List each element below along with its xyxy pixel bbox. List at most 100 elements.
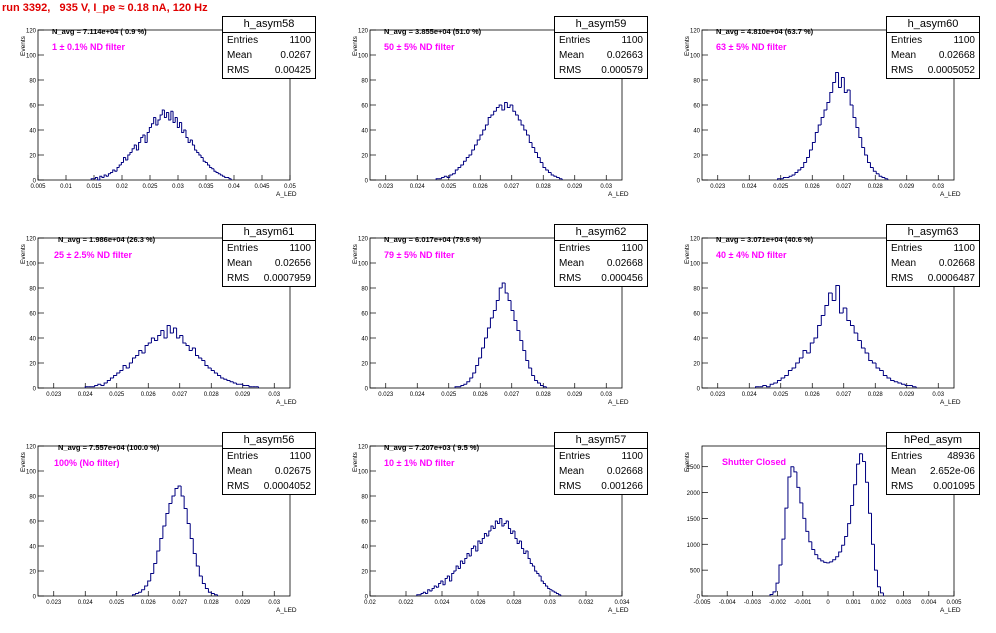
y-axis-label: Events xyxy=(684,36,691,56)
histogram-bin xyxy=(153,563,157,574)
histogram-bin xyxy=(797,169,801,173)
histogram-panel-h_asym59: 0 20 40 60 80 100 120 0.023 0.024 0.025 0.026 0.027… xyxy=(332,10,664,217)
stats-value-rms: 0.0007959 xyxy=(263,273,311,284)
histogram-bin xyxy=(540,576,544,582)
stats-row-entries: Entries 1100 xyxy=(223,449,315,464)
histogram-bin xyxy=(553,175,557,177)
filter-label: 40 ± 4% ND filter xyxy=(716,250,787,260)
histogram-bin xyxy=(460,164,464,168)
stats-label-mean: Mean xyxy=(891,466,917,477)
histogram-plot: 0 20 40 60 80 100 120 0.023 0.024 0.025 0.026 0.027… xyxy=(358,237,623,398)
histogram-bin xyxy=(138,142,141,150)
filter-label: Shutter Closed xyxy=(722,457,787,467)
y-tick-label: 100 xyxy=(690,54,701,60)
histogram-bin xyxy=(838,72,842,88)
histogram-bin xyxy=(755,386,760,388)
filter-label: 79 ± 5% ND filter xyxy=(384,250,455,260)
x-tick-label: 0.02 xyxy=(364,600,376,606)
histogram-bin xyxy=(849,320,855,326)
histogram-bin xyxy=(813,337,818,343)
stats-value-entries: 1100 xyxy=(621,451,643,462)
stats-value-mean: 0.02663 xyxy=(606,50,643,61)
y-tick-label: 60 xyxy=(693,312,700,318)
histogram-bin xyxy=(817,554,821,560)
histogram-bin xyxy=(545,583,548,587)
histogram-bin xyxy=(187,137,191,143)
histogram-bin xyxy=(501,518,505,527)
y-tick-label: 100 xyxy=(690,262,701,268)
histogram-name: h_asym63 xyxy=(887,225,979,241)
y-tick-label: 120 xyxy=(690,237,701,243)
histogram-bin xyxy=(805,518,809,532)
histogram-bin xyxy=(217,172,221,175)
histogram-bin xyxy=(176,117,180,128)
stats-value-rms: 0.000456 xyxy=(601,273,643,284)
histogram-bin xyxy=(189,139,193,143)
stats-row-mean: Mean 0.0267 xyxy=(223,48,315,63)
histogram-bin xyxy=(201,576,206,584)
histogram-bin xyxy=(853,484,857,506)
x-tick-label: 0.027 xyxy=(504,184,520,190)
histogram-panel-h_asym56: 0 20 40 60 80 100 120 0.023 0.024 0.025 0.026 0.027… xyxy=(0,426,332,633)
stats-row-rms: RMS 0.00425 xyxy=(223,63,315,78)
histogram-bin xyxy=(135,145,139,151)
histogram-bin xyxy=(169,325,174,334)
x-tick-label: 0.03 xyxy=(932,392,944,398)
histogram-bin xyxy=(519,330,523,341)
histogram-bin xyxy=(826,562,830,564)
histogram-bin xyxy=(850,504,854,524)
x-tick-label: 0.022 xyxy=(398,600,414,606)
histogram-bin xyxy=(248,385,253,388)
x-tick-label: 0.024 xyxy=(78,392,94,398)
x-tick-label: 0.024 xyxy=(742,184,758,190)
y-tick-label: 0 xyxy=(365,387,369,393)
histogram-bin xyxy=(232,381,237,384)
y-axis-label: Events xyxy=(20,452,27,472)
histogram-bin xyxy=(142,134,146,138)
n-avg-label: N_avg = 7.207e+03 ( 9.5 %) xyxy=(384,443,480,452)
histogram-bin xyxy=(101,176,105,178)
stats-value-entries: 1100 xyxy=(953,243,975,254)
histogram-bin xyxy=(534,147,538,153)
histogram-bin xyxy=(493,110,497,115)
histogram-bin xyxy=(160,330,164,336)
x-tick-label: 0.03 xyxy=(600,184,612,190)
stats-value-rms: 0.0005052 xyxy=(927,65,975,76)
histogram-bin xyxy=(799,487,803,504)
histogram-bin xyxy=(791,174,796,177)
histogram-plot: 0 20 40 60 80 100 120 0.023 0.024 0.025 0.026 0.027… xyxy=(690,237,955,398)
histogram-bin xyxy=(545,167,549,171)
filter-label: 25 ± 2.5% ND filter xyxy=(54,250,132,260)
histogram-bin xyxy=(841,544,845,553)
y-tick-label: 40 xyxy=(361,129,368,135)
histogram-bin xyxy=(542,162,546,168)
x-tick-label: 0.028 xyxy=(204,392,220,398)
histogram-bin xyxy=(435,586,439,588)
histogram-bin xyxy=(492,526,496,529)
histogram-plot: 0 20 40 60 80 100 120 0.023 0.024 0.025 0.026 0.027… xyxy=(26,237,291,398)
stats-label-entries: Entries xyxy=(227,243,259,254)
histogram-bin xyxy=(110,172,113,174)
stats-row-rms: RMS 0.001095 xyxy=(887,479,979,494)
histogram-bin xyxy=(481,538,485,544)
y-tick-label: 0 xyxy=(33,595,37,601)
histogram-bin xyxy=(901,383,906,385)
y-tick-label: 40 xyxy=(693,129,700,135)
x-tick-label: 0.024 xyxy=(78,600,94,606)
histogram-plot: 0 20 40 60 80 100 120 0.023 0.024 0.025 0.026 0.027… xyxy=(690,29,955,190)
histogram-bin xyxy=(828,292,833,306)
histogram-bin xyxy=(528,360,532,369)
histogram-bin xyxy=(817,124,822,133)
stats-row-mean: Mean 0.02656 xyxy=(223,256,315,271)
histogram-bin xyxy=(464,558,467,564)
stats-label-rms: RMS xyxy=(227,273,250,284)
histogram-bin xyxy=(97,177,100,181)
histogram-bin xyxy=(162,525,166,539)
x-tick-label: 0.024 xyxy=(410,184,426,190)
x-tick-label: 0.023 xyxy=(710,184,726,190)
histogram-bin xyxy=(495,107,500,112)
stats-value-entries: 1100 xyxy=(621,35,643,46)
histogram-bin xyxy=(820,558,824,562)
histogram-bin xyxy=(876,570,881,588)
histogram-bin xyxy=(462,561,465,564)
